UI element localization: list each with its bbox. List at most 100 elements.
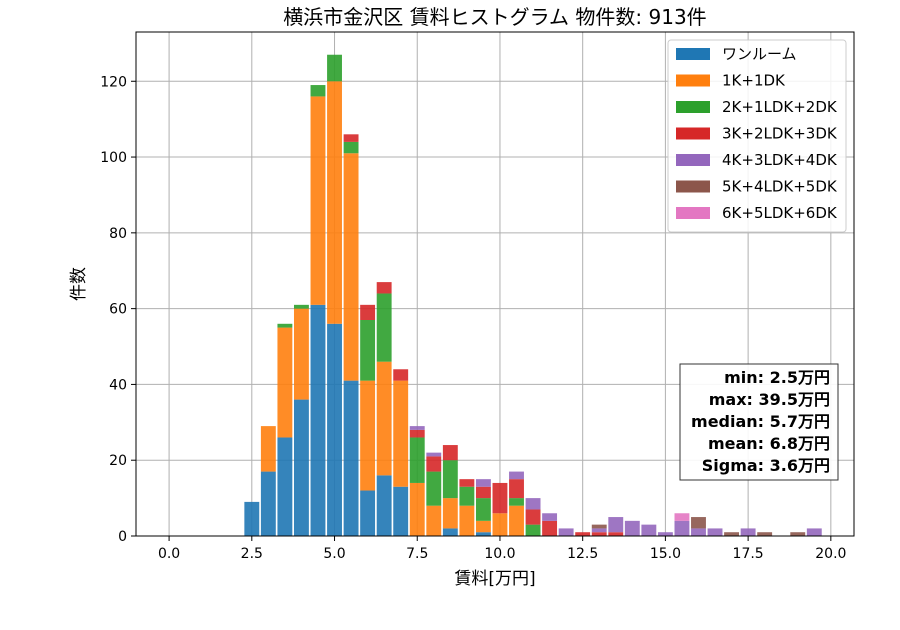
bar-segment (558, 528, 574, 536)
bar-segment (757, 532, 773, 536)
bar-segment (542, 513, 558, 521)
bar-segment (244, 501, 260, 536)
stats-line: median: 5.7万円 (691, 412, 830, 431)
bar-segment (393, 486, 409, 536)
bar-segment (293, 304, 309, 309)
stats-line: max: 39.5万円 (709, 390, 830, 409)
x-tick-label: 15.0 (650, 546, 681, 562)
legend-label: 4K+3LDK+4DK (722, 151, 838, 169)
y-tick-label: 0 (118, 529, 127, 545)
bar-segment (409, 429, 425, 438)
bar-segment (691, 528, 706, 536)
grid-lines (136, 32, 854, 537)
bar-segment (426, 452, 442, 457)
bar-segment (492, 482, 508, 514)
stats-line: mean: 6.8万円 (708, 434, 830, 453)
bar-segment (426, 505, 442, 536)
bar-segment (376, 293, 392, 362)
bar-segment (724, 532, 740, 536)
bar-segment (277, 327, 293, 438)
bar-segment (360, 304, 376, 320)
x-tick-label: 17.5 (733, 546, 764, 562)
bar-segment (327, 81, 342, 324)
bar-segment (624, 520, 640, 536)
legend-label: 5K+4LDK+5DK (722, 178, 838, 196)
bar-segment (591, 528, 607, 533)
x-tick-label: 0.0 (158, 546, 180, 562)
bar-segment (310, 96, 326, 305)
bar-segment (492, 513, 508, 536)
bar-segment (343, 153, 359, 381)
legend-label: 2K+1LDK+2DK (722, 98, 838, 116)
bars (244, 54, 822, 536)
bar-segment (376, 282, 392, 294)
bar-segment (393, 380, 409, 487)
bar-segment (260, 426, 276, 472)
legend-swatch (676, 127, 710, 140)
bar-segment (608, 517, 624, 533)
stats-box: min: 2.5万円 max: 39.5万円 median: 5.7万円 mean: … (679, 363, 839, 481)
bar-segment (327, 323, 342, 536)
bar-segment (426, 471, 442, 506)
x-tick-label: 5.0 (323, 546, 345, 562)
bar-segment (591, 532, 607, 536)
bar-segment (343, 134, 359, 142)
bar-segment (608, 532, 624, 536)
bar-segment (310, 304, 326, 536)
legend-label: 6K+5LDK+6DK (722, 204, 838, 222)
bar-segment (657, 532, 673, 536)
bar-segment (409, 482, 425, 536)
y-tick-label: 100 (100, 150, 127, 166)
x-tick-label: 12.5 (567, 546, 598, 562)
bar-segment (790, 532, 806, 536)
bar-segment (475, 532, 491, 536)
bar-segment (426, 456, 442, 472)
x-tick-label: 7.5 (406, 546, 428, 562)
bar-segment (343, 141, 359, 154)
bar-segment (591, 524, 607, 529)
bar-segment (360, 380, 376, 491)
bar-segment (575, 532, 591, 536)
bar-segment (509, 505, 524, 536)
bar-segment (525, 509, 541, 525)
legend-swatch (676, 207, 710, 219)
bar-segment (707, 528, 723, 536)
bar-segment (475, 486, 491, 499)
stats-box-frame (679, 363, 839, 481)
legend-swatch (676, 101, 710, 113)
y-tick-label: 40 (109, 377, 127, 393)
bar-segment (740, 528, 756, 536)
bar-segment (475, 498, 491, 521)
bar-segment (393, 369, 409, 381)
bar-segment (260, 471, 276, 536)
bar-segment (376, 475, 392, 536)
bar-segment (459, 486, 475, 506)
y-tick-label: 60 (109, 302, 127, 318)
bar-segment (525, 498, 541, 510)
bar-segment (360, 320, 376, 381)
bar-segment (674, 520, 690, 536)
bar-segment (277, 323, 293, 328)
bar-segment (293, 399, 309, 536)
legend-swatch (676, 154, 710, 166)
bar-segment (442, 528, 458, 536)
legend-swatch (676, 180, 710, 193)
chart-title: 横浜市金沢区 賃料ヒストグラム 物件数: 913件 (283, 5, 706, 29)
plot-frame (135, 31, 855, 537)
x-tick-label: 10.0 (484, 546, 515, 562)
bar-segment (442, 445, 458, 461)
bar-segment (509, 479, 524, 499)
y-tick-label: 120 (100, 74, 127, 90)
y-axis-label: 件数 (69, 267, 89, 301)
legend-box (667, 39, 847, 233)
x-axis-ticks: 0.0 2.5 5.0 7.5 10.0 12.5 15.0 17.5 20.0 (158, 536, 846, 562)
legend-swatch (676, 48, 710, 60)
legend: ワンルーム 1K+1DK 2K+1LDK+2DK 3K+2LDK+3DK 4K+3LDK… (667, 39, 847, 233)
bar-segment (293, 308, 309, 400)
bar-segment (376, 361, 392, 476)
stats-line: min: 2.5万円 (724, 368, 830, 387)
bar-segment (674, 513, 690, 521)
bar-segment (409, 437, 425, 483)
bar-segment (310, 85, 326, 97)
